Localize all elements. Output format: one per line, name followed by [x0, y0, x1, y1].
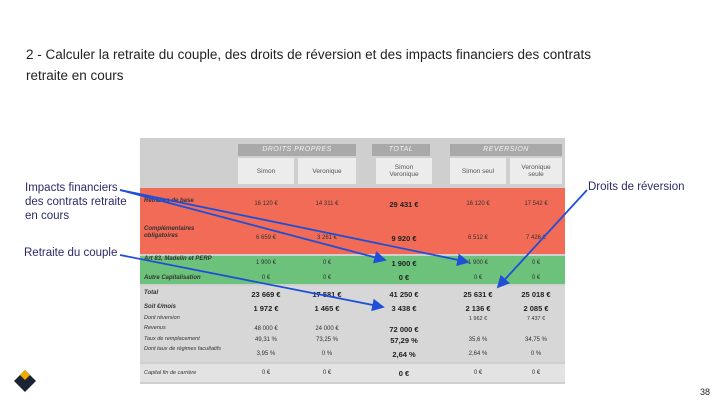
- cell-dont-veronique-seule: 7 437 €: [526, 316, 546, 322]
- retirement-table: DROITS PROPRES TOTAL REVERSION Simon Ver…: [140, 138, 565, 384]
- cell-base-simon-seul: 16 120 €: [466, 201, 490, 207]
- cell-capital-total: 0 €: [398, 368, 410, 378]
- cell-art-simon-seul: 1 900 €: [467, 260, 489, 266]
- cell-autre-total: 0 €: [398, 273, 410, 282]
- col-veronique-seule: Veronique seule: [510, 158, 562, 184]
- arrow-impacts-reversion: [119, 189, 470, 266]
- row-label-comp: Complémentaires obligatoires: [144, 226, 195, 239]
- callout-impacts: Impacts financiers des contrats retraite…: [25, 182, 127, 222]
- cell-revenus-total: 72 000 €: [389, 324, 419, 334]
- callout-reversion: Droits de réversion: [588, 181, 685, 193]
- cell-capital-veronique: 0 €: [322, 370, 332, 376]
- company-logo: [14, 370, 36, 392]
- cell-base-simon: 16 120 €: [254, 201, 278, 207]
- col-simon-seul: Simon seul: [450, 158, 506, 184]
- cell-capital-simon-seul: 0 €: [473, 370, 483, 376]
- cell-total-total: 41 250 €: [389, 289, 419, 299]
- header-droits-propres: DROITS PROPRES: [238, 144, 356, 156]
- cell-facult-veronique-seule: 0 %: [530, 351, 542, 357]
- row-label-dont: Dont réversion: [144, 315, 180, 321]
- cell-facult-total: 2,64 %: [392, 349, 416, 359]
- cell-total-simon: 23 669 €: [251, 289, 281, 299]
- header-total: TOTAL: [372, 144, 430, 156]
- cell-facult-veronique: 0 %: [321, 351, 333, 357]
- row-label-mois: Soit €/mois: [144, 304, 177, 310]
- cell-taux-veronique-seule: 34,75 %: [524, 337, 548, 343]
- cell-comp-total: 9 920 €: [391, 233, 417, 243]
- cell-autre-simon-seul: 0 €: [473, 274, 483, 281]
- header-reversion: REVERSION: [450, 144, 562, 156]
- cell-comp-simon: 6 659 €: [255, 235, 277, 241]
- cell-comp-veronique: 3 261 €: [316, 235, 338, 241]
- cell-art-total: 1 900 €: [391, 258, 417, 268]
- cell-mois-simon-seul: 2 136 €: [465, 303, 491, 313]
- arrow-droits-reversion: [496, 189, 588, 289]
- cell-dont-simon-seul: 1 962 €: [468, 316, 488, 322]
- slide-title: 2 - Calculer la retraite du couple, des …: [26, 47, 592, 83]
- cell-facult-simon-seul: 2,64 %: [468, 351, 488, 357]
- cell-taux-total: 57,29 %: [390, 335, 418, 345]
- row-label-total: Total: [144, 290, 159, 296]
- cell-comp-simon-seul: 6 512 €: [467, 235, 489, 241]
- cell-mois-total: 3 438 €: [391, 303, 417, 313]
- cell-taux-simon-seul: 35,6 %: [468, 337, 488, 343]
- cell-capital-veronique-seule: 0 €: [531, 370, 541, 376]
- cell-autre-veronique: 0 €: [322, 274, 332, 281]
- arrow-couple-total: [119, 254, 385, 312]
- cell-total-veronique: 17 581 €: [312, 289, 342, 299]
- row-label-capital: Capital fin de carrière: [144, 370, 197, 376]
- cell-taux-veronique: 73,25 %: [315, 337, 339, 343]
- cell-autre-veronique-seule: 0 €: [531, 274, 541, 281]
- row-label-art: Art 83, Madelin et PERP: [144, 256, 212, 262]
- row-label-revenus: Revenus: [144, 325, 166, 331]
- arrow-impacts-total: [119, 189, 387, 264]
- cell-mois-veronique-seule: 2 085 €: [523, 303, 549, 313]
- row-label-autre: Autre Capitalisation: [144, 275, 201, 281]
- cell-mois-veronique: 1 465 €: [314, 303, 340, 313]
- cell-art-veronique-seule: 0 €: [531, 260, 541, 266]
- band-facultatifs: [140, 256, 565, 284]
- cell-base-total: 29 431 €: [389, 199, 419, 209]
- cell-mois-simon: 1 972 €: [253, 303, 279, 313]
- col-simon: Simon: [238, 158, 294, 184]
- cell-facult-simon: 3,95 %: [256, 351, 276, 357]
- row-label-facult: Dont taux de régimes facultatifs: [144, 346, 222, 352]
- band-totaux: [140, 286, 565, 362]
- cell-capital-simon: 0 €: [261, 370, 271, 376]
- cell-revenus-veronique: 24 000 €: [315, 326, 339, 332]
- band-regimes-obligatoires: [140, 188, 565, 254]
- cell-comp-veronique-seule: 7 426 €: [525, 235, 547, 241]
- cell-total-veronique-seule: 25 018 €: [521, 289, 551, 299]
- cell-taux-simon: 49,31 %: [254, 337, 278, 343]
- cell-base-veronique-seule: 17 542 €: [524, 201, 548, 207]
- page-number: 38: [699, 387, 710, 397]
- col-veronique: Veronique: [298, 158, 356, 184]
- callout-couple: Retraite du couple: [24, 247, 118, 259]
- cell-base-veronique: 14 311 €: [315, 201, 339, 207]
- cell-art-simon: 1 900 €: [255, 260, 277, 266]
- cell-art-veronique: 0 €: [322, 260, 332, 266]
- band-capital: [140, 364, 565, 382]
- cell-revenus-simon: 48 000 €: [254, 326, 278, 332]
- cell-total-simon-seul: 25 631 €: [463, 289, 493, 299]
- cell-autre-simon: 0 €: [261, 274, 271, 281]
- col-total: Simon Veronique: [376, 158, 432, 184]
- row-label-taux: Taux de remplacement: [144, 336, 200, 342]
